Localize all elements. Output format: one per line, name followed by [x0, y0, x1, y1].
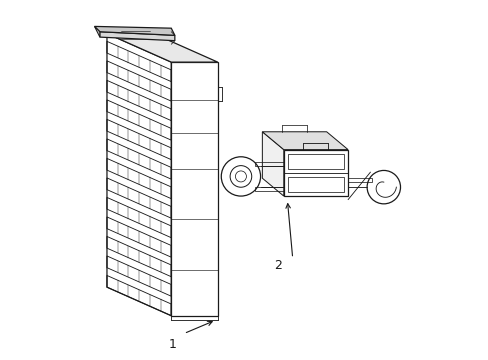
Text: 1: 1	[169, 338, 177, 351]
Polygon shape	[107, 41, 171, 82]
Polygon shape	[107, 100, 171, 140]
Polygon shape	[100, 32, 175, 41]
Polygon shape	[107, 80, 171, 121]
Text: 2: 2	[274, 259, 282, 272]
Circle shape	[221, 157, 260, 196]
Polygon shape	[107, 275, 171, 316]
Polygon shape	[107, 139, 171, 179]
Polygon shape	[107, 197, 171, 238]
Polygon shape	[94, 26, 100, 37]
Polygon shape	[262, 132, 283, 196]
Polygon shape	[107, 217, 171, 257]
Polygon shape	[262, 132, 347, 150]
Polygon shape	[283, 150, 347, 196]
Polygon shape	[107, 256, 171, 296]
Polygon shape	[171, 62, 217, 316]
Polygon shape	[107, 158, 171, 199]
Polygon shape	[107, 120, 171, 160]
Polygon shape	[107, 61, 171, 101]
Polygon shape	[94, 26, 175, 35]
Polygon shape	[107, 237, 171, 277]
Circle shape	[366, 170, 400, 204]
Polygon shape	[107, 178, 171, 218]
Polygon shape	[107, 33, 217, 62]
